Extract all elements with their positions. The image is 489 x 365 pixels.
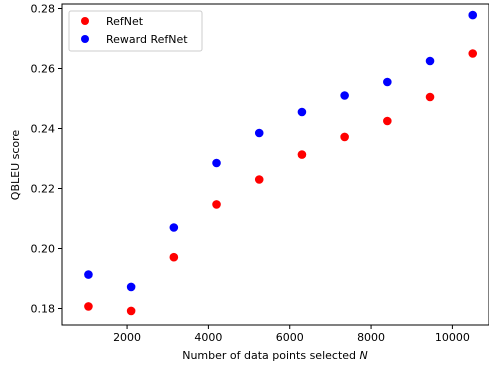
y-tick-label: 0.18 xyxy=(31,303,56,316)
x-axis-ticks: 2000 4000 6000 8000 10000 xyxy=(113,325,470,344)
x-tick-label: 8000 xyxy=(357,331,385,344)
x-tick-label: 2000 xyxy=(113,331,141,344)
x-tick-label: 6000 xyxy=(276,331,304,344)
point-refnet xyxy=(84,302,93,311)
point-refnet xyxy=(383,116,392,126)
y-axis-label: QBLEU score xyxy=(9,130,22,201)
y-tick-label: 0.24 xyxy=(31,123,56,136)
y-tick-label: 0.26 xyxy=(31,63,56,76)
legend-label-refnet: RefNet xyxy=(106,15,144,28)
point-reward-refnet xyxy=(425,56,435,66)
point-reward-refnet xyxy=(84,270,93,279)
point-reward-refnet xyxy=(297,107,307,117)
point-reward-refnet xyxy=(126,282,136,292)
y-tick-label: 0.20 xyxy=(31,243,56,256)
legend-label-reward-refnet: Reward RefNet xyxy=(106,33,188,46)
point-reward-refnet xyxy=(468,10,478,20)
point-refnet xyxy=(297,150,307,159)
x-tick-label: 10000 xyxy=(435,331,470,344)
point-refnet xyxy=(126,306,136,316)
legend-frame xyxy=(68,10,203,52)
plot-frame xyxy=(61,3,489,326)
y-tick-label: 0.28 xyxy=(31,3,56,16)
point-refnet xyxy=(254,175,264,184)
point-reward-refnet xyxy=(212,158,221,168)
point-reward-refnet xyxy=(383,77,392,87)
data-points xyxy=(84,10,478,316)
x-tick-label: 4000 xyxy=(194,331,222,344)
point-refnet xyxy=(169,252,179,262)
legend: RefNet Reward RefNet xyxy=(68,10,203,52)
point-reward-refnet xyxy=(169,223,179,232)
point-reward-refnet xyxy=(340,91,349,100)
point-refnet xyxy=(468,49,478,58)
point-refnet xyxy=(212,200,221,209)
y-axis-ticks: 0.18 0.20 0.22 0.24 0.26 0.28 xyxy=(31,3,62,316)
point-refnet xyxy=(340,132,349,142)
x-axis-label: Number of data points selected N xyxy=(182,349,368,362)
legend-marker-refnet xyxy=(81,17,89,25)
point-reward-refnet xyxy=(254,128,264,138)
point-refnet xyxy=(425,92,435,102)
y-tick-label: 0.22 xyxy=(31,183,56,196)
legend-marker-reward-refnet xyxy=(81,35,89,43)
